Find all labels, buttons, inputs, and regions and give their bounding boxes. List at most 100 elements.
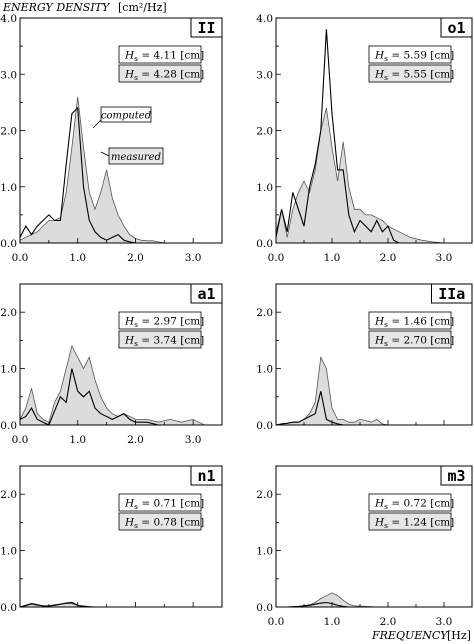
hs-computed-label: Hs = 2.70 [cm]	[374, 335, 454, 349]
panel-tag-box	[190, 283, 223, 304]
series-annotations: computed measured	[92, 106, 164, 165]
y-tick-label: 0.0	[256, 602, 273, 614]
y-tick-label: 2.0	[256, 489, 273, 501]
hs-measured-box	[118, 311, 202, 330]
x-axis-label: FREQUENCY	[371, 629, 449, 642]
series-measured-area	[276, 592, 377, 608]
y-tick-label: 4.0	[0, 13, 17, 25]
hs-computed-label: Hs = 1.24 [cm]	[374, 517, 454, 531]
series-computed-line	[276, 601, 355, 608]
panel-tag: o1	[447, 19, 465, 37]
panel-tag-box	[190, 465, 223, 486]
series-computed-line	[19, 106, 142, 244]
series-computed-line	[19, 601, 95, 608]
panel-tag-box	[431, 283, 473, 304]
hs-measured-label: Hs = 1.46 [cm]	[374, 316, 454, 330]
hs-computed-label: Hs = 0.78 [cm]	[124, 517, 204, 531]
hs-computed-label: Hs = 3.74 [cm]	[124, 335, 204, 349]
measured-annotation: measured	[111, 152, 161, 163]
hs-computed-box	[368, 330, 452, 349]
hs-measured-box	[368, 311, 452, 330]
hs-computed-box	[368, 64, 452, 83]
y-tick-label: 3.0	[256, 69, 273, 81]
x-tick-label: 1.0	[69, 434, 86, 446]
y-tick-label: 0.0	[0, 602, 17, 614]
hs-measured-label: Hs = 2.97 [cm]	[124, 316, 204, 330]
hs-measured-label: Hs = 0.71 [cm]	[124, 498, 204, 512]
x-tick-label: 2.0	[127, 434, 144, 446]
x-tick-label: 0.0	[12, 252, 29, 264]
panel-tag-box	[440, 17, 473, 38]
x-tick-label: 1.0	[324, 252, 341, 264]
panel-tag: m3	[447, 467, 465, 485]
y-tick-label: 2.0	[0, 126, 17, 138]
hs-computed-box	[368, 512, 452, 531]
x-tick-label: 1.0	[69, 252, 86, 264]
computed-annotation-box	[100, 106, 152, 123]
series-computed-line	[19, 368, 159, 426]
y-axis-unit: [cm²/Hz]	[118, 1, 167, 14]
series-measured-area	[275, 107, 445, 244]
panel-II: 0.0 1.0 2.0 3.0 4.0 0.0 1.0 2.0 3.0 II Hs = 4.11 […	[0, 13, 223, 264]
y-axis-label: ENERGY DENSITY	[2, 1, 111, 14]
series-measured-area	[19, 96, 165, 244]
panel-tag: n1	[197, 467, 215, 485]
panel-m3: 0.0 1.0 2.0 0.0 1.0 2.0 3.0 m3 Hs = 0.72 [cm] Hs …	[256, 465, 473, 628]
panel-n1: 0.0 1.0 2.0 n1 Hs = 0.71 [cm] Hs = 0.78 [cm]	[0, 465, 223, 614]
series-measured-area	[19, 344, 205, 426]
x-tick-label: 2.0	[380, 616, 397, 628]
y-tick-label: 2.0	[0, 489, 17, 501]
plot-frame	[19, 465, 223, 608]
y-tick-label: 0.0	[0, 420, 17, 432]
y-tick-label: 3.0	[0, 69, 17, 81]
hs-computed-box	[118, 64, 202, 83]
panels: 0.0 1.0 2.0 3.0 4.0 0.0 1.0 2.0 3.0 II Hs = 4.11 […	[0, 13, 473, 628]
x-tick-label: 3.0	[185, 252, 202, 264]
series-computed-line	[275, 391, 349, 426]
x-axis-title: FREQUENCY [Hz]	[371, 629, 471, 642]
x-tick-label: 0.0	[12, 434, 29, 446]
hs-measured-label: Hs = 5.59 [cm]	[374, 50, 454, 64]
hs-computed-box	[118, 512, 202, 531]
y-tick-label: 1.0	[0, 364, 17, 376]
hs-computed-label: Hs = 4.28 [cm]	[124, 69, 204, 83]
hs-computed-box	[118, 330, 202, 349]
x-tick-label: 0.0	[268, 252, 285, 264]
plot-frame	[19, 283, 223, 426]
computed-leader	[92, 119, 102, 129]
hs-measured-label: Hs = 0.72 [cm]	[374, 498, 454, 512]
series-computed-line	[275, 29, 400, 244]
hs-computed-label: Hs = 5.55 [cm]	[374, 69, 454, 83]
y-tick-label: 0.0	[0, 238, 17, 250]
panel-tag: IIa	[438, 285, 465, 303]
y-tick-label: 1.0	[256, 182, 273, 194]
hs-measured-label: Hs = 4.11 [cm]	[124, 50, 204, 64]
hs-measured-box	[368, 45, 452, 64]
hs-measured-box	[118, 493, 202, 512]
hs-measured-box	[368, 493, 452, 512]
plot-frame	[275, 283, 473, 426]
y-tick-label: 1.0	[256, 546, 273, 558]
panel-o1: 0.0 1.0 2.0 3.0 4.0 0.0 1.0 2.0 3.0 o1 Hs = 5.59 […	[256, 13, 473, 264]
y-axis-title: ENERGY DENSITY [cm²/Hz]	[2, 1, 167, 14]
y-tick-label: 4.0	[256, 13, 273, 25]
series-measured-area	[275, 355, 411, 426]
panel-tag: II	[197, 19, 215, 37]
x-axis-unit: [Hz]	[447, 629, 471, 642]
plot-frame	[275, 465, 473, 608]
panel-tag: a1	[197, 285, 215, 303]
y-tick-label: 1.0	[256, 364, 273, 376]
y-tick-label: 0.0	[256, 238, 273, 250]
x-tick-label: 3.0	[185, 434, 202, 446]
measured-leader	[100, 151, 110, 157]
x-tick-label: 0.0	[268, 616, 285, 628]
x-tick-label: 2.0	[380, 252, 397, 264]
hs-measured-box	[118, 45, 202, 64]
y-tick-label: 2.0	[256, 307, 273, 319]
panel-a1: 0.0 1.0 2.0 0.0 1.0 2.0 3.0 a1 Hs = 2.97 [cm] Hs …	[0, 283, 223, 446]
y-tick-label: 2.0	[256, 126, 273, 138]
x-tick-label: 2.0	[127, 252, 144, 264]
y-tick-label: 0.0	[256, 420, 273, 432]
panel-tag-box	[190, 17, 223, 38]
